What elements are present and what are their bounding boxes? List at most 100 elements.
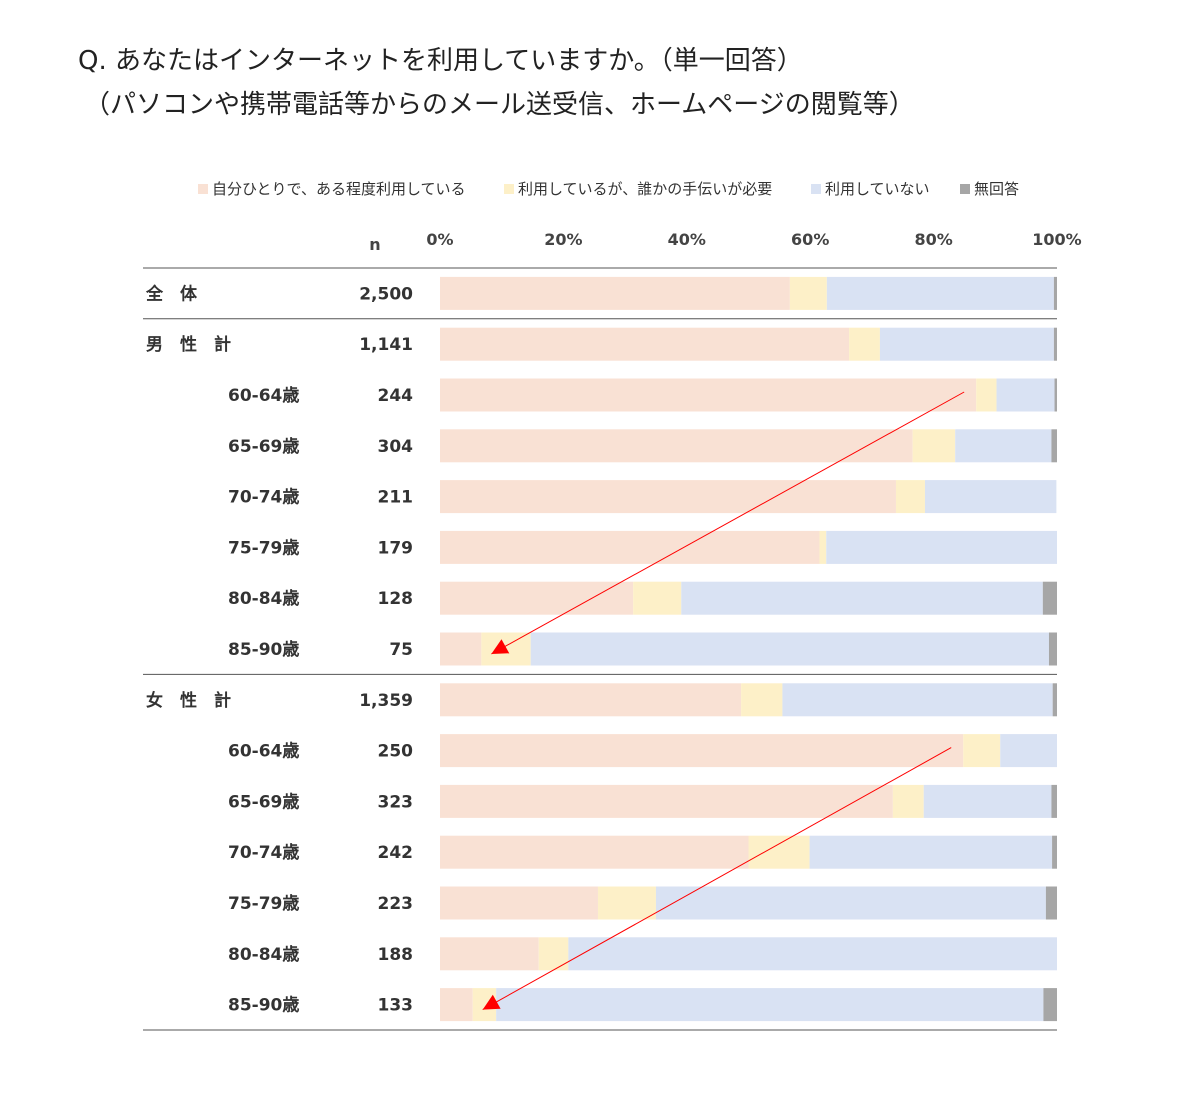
bar-segment (440, 683, 742, 717)
n-value: 211 (378, 488, 414, 508)
row-label: 75-79歳 (228, 893, 299, 914)
trend-arrow-head (482, 994, 501, 1010)
x-tick-label: 80% (914, 230, 952, 249)
chart-legend: 自分ひとりで、ある程度利用している 利用しているが、誰かの手伝いが必要 利用していな… (198, 180, 1019, 198)
row-separators (143, 267, 1057, 1031)
bar-segment (1051, 429, 1057, 463)
row-label: 70-74歳 (228, 842, 299, 863)
row-label: 65-69歳 (228, 436, 299, 457)
bar-segment (496, 988, 1044, 1022)
x-tick-label: 40% (668, 230, 706, 249)
n-value: 223 (378, 894, 414, 914)
bar-segment (892, 784, 924, 818)
x-tick-label: 20% (544, 230, 582, 249)
bar-segment (809, 835, 1053, 869)
legend-swatch (960, 184, 970, 194)
bar-segment (440, 327, 850, 361)
chart-title-line1: Q. あなたはインターネットを利用していますか。（単一回答） (78, 46, 803, 76)
row-label: 85-90歳 (228, 639, 299, 660)
row-label: 70-74歳 (228, 487, 299, 508)
n-value: 250 (378, 742, 414, 762)
bar-segment (440, 937, 539, 971)
n-column-header: n (369, 235, 380, 254)
bar-segment (1053, 276, 1057, 310)
trend-arrow-line (482, 747, 952, 1011)
bar-segment (1048, 632, 1057, 666)
bar-segment (1042, 581, 1057, 615)
row-label: 80-84歳 (228, 944, 299, 965)
bar-segment (530, 632, 1049, 666)
row-labels: 全 体男 性 計 60-64歳 65-69歳 70-74歳 75-79歳 80-84歳 85… (145, 283, 299, 1015)
bar-segment (568, 937, 1057, 971)
bar-segment (912, 429, 956, 463)
legend-swatch (811, 184, 821, 194)
chart-title-line2: （パソコンや携帯電話等からのメール送受信、ホームページの閲覧等） (84, 90, 915, 120)
bar-segment (1043, 988, 1057, 1022)
row-label: 75-79歳 (228, 537, 299, 558)
bar-segment (440, 429, 913, 463)
row-label: 女 性 計 (146, 690, 231, 711)
bar-segment (472, 988, 497, 1022)
n-value: 1,141 (359, 335, 413, 355)
x-axis-ticks: 0% 20% 40% 60% 80% 100% n (369, 230, 1081, 254)
bar-segment (1051, 784, 1057, 818)
n-value: 304 (378, 437, 414, 457)
bar-segment (633, 581, 682, 615)
bar-segment (826, 530, 1057, 564)
x-tick-label: 0% (426, 230, 453, 249)
bar-segment (741, 683, 783, 717)
bar-segment (1000, 734, 1057, 768)
bar-segment (1052, 835, 1057, 869)
legend-swatch (504, 184, 514, 194)
n-values: 2,500 1,141 244 304 211 179 128 75 1,359 250 323 24… (359, 284, 413, 1015)
bar-segment (849, 327, 880, 361)
row-label: 80-84歳 (228, 588, 299, 609)
bar-segment (923, 784, 1052, 818)
bar-segment (440, 581, 634, 615)
x-tick-label: 100% (1032, 230, 1081, 249)
bar-segment (440, 886, 598, 920)
bar-segment (955, 429, 1052, 463)
legend-label: 利用しているが、誰かの手伝いが必要 (518, 180, 772, 198)
bar-segment (976, 378, 997, 412)
bar-segment (440, 632, 482, 666)
n-value: 133 (378, 996, 414, 1016)
row-label: 60-64歳 (228, 385, 299, 406)
row-label: 全 体 (145, 283, 198, 304)
bar-segment (538, 937, 569, 971)
bar-segment (440, 276, 790, 310)
bar-segment (1052, 683, 1057, 717)
legend-label: 無回答 (974, 180, 1019, 198)
n-value: 179 (378, 538, 414, 558)
bar-segment (440, 378, 977, 412)
bar-segment (782, 683, 1053, 717)
bar-segment (1045, 886, 1057, 920)
bar-segment (597, 886, 656, 920)
bar-segment (819, 530, 827, 564)
bar-segment (440, 734, 964, 768)
n-value: 128 (378, 589, 414, 609)
bar-segment (789, 276, 827, 310)
bar-segment (440, 988, 473, 1022)
legend-label: 自分ひとりで、ある程度利用している (212, 180, 466, 198)
bar-segment (879, 327, 1054, 361)
legend-swatch (198, 184, 208, 194)
row-label: 男 性 計 (146, 334, 231, 355)
trend-arrows (482, 391, 965, 1011)
row-label: 65-69歳 (228, 791, 299, 812)
legend-label: 利用していない (825, 180, 930, 198)
n-value: 2,500 (359, 284, 413, 304)
n-value: 188 (378, 945, 414, 965)
row-label: 60-64歳 (228, 741, 299, 762)
x-tick-label: 60% (791, 230, 829, 249)
bar-segment (826, 276, 1054, 310)
trend-arrow-line (491, 391, 965, 655)
bar-segment (1054, 378, 1057, 412)
bar-segment (963, 734, 1001, 768)
bar-segment (924, 480, 1057, 514)
bar-segment (440, 480, 896, 514)
n-value: 244 (378, 386, 414, 406)
n-value: 75 (389, 640, 413, 660)
row-label: 85-90歳 (228, 995, 299, 1016)
